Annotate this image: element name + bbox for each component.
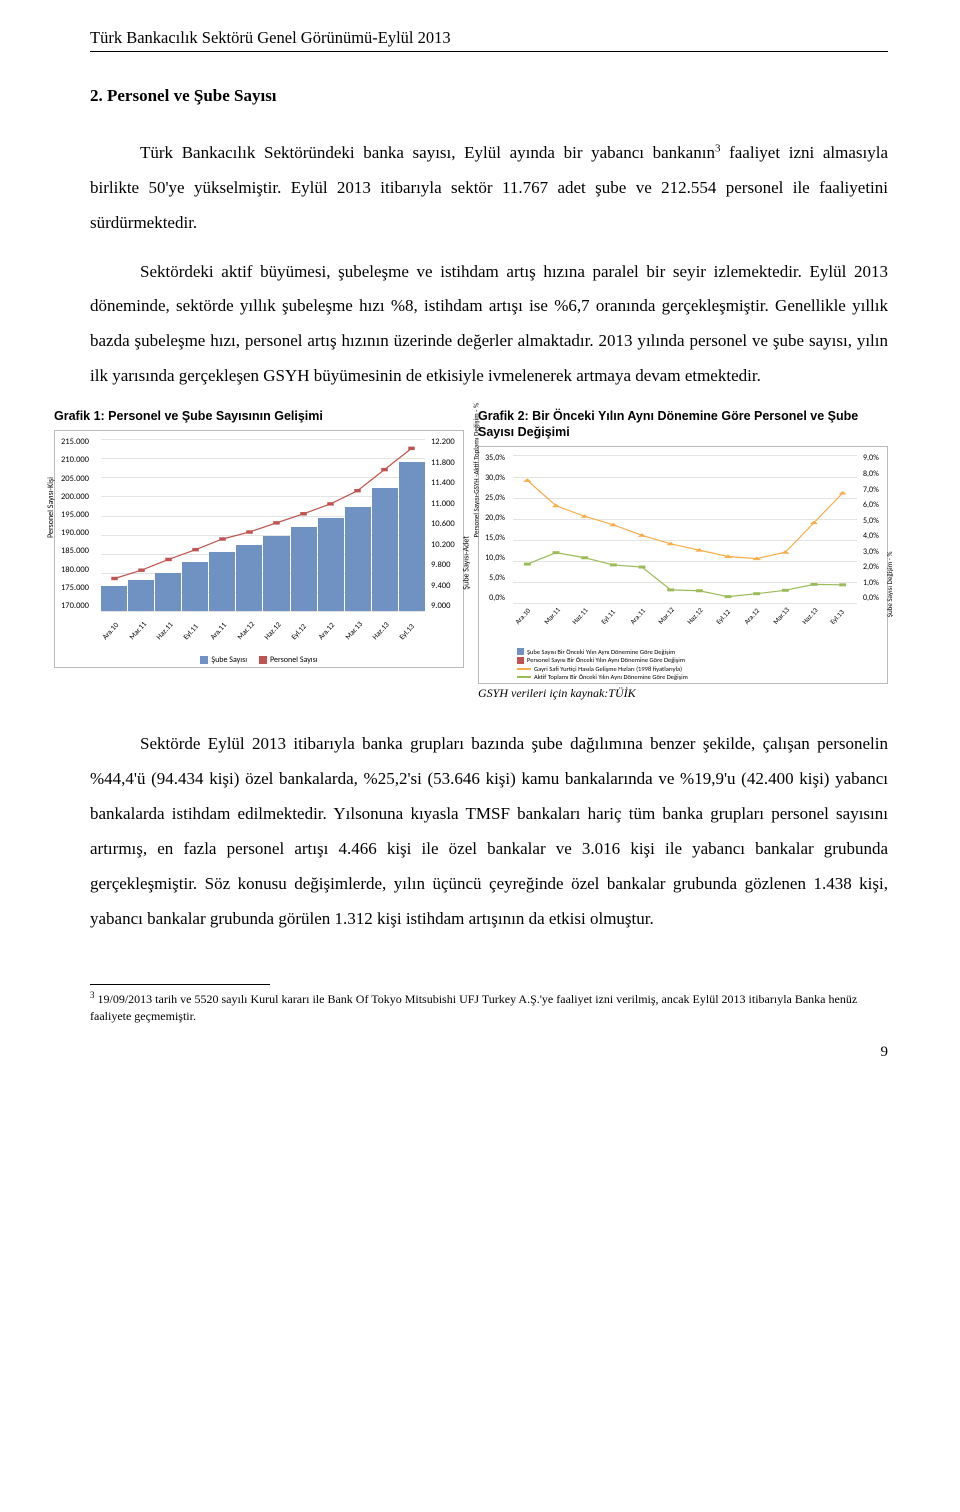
chart2-caption: Grafik 2: Bir Önceki Yılın Aynı Dönemine… <box>478 408 888 441</box>
chart1-ylabel-left: Personel Sayısı-Kişi <box>46 477 56 538</box>
chart2-ylabel-right: Şube Sayısı Değişim - % <box>886 552 895 618</box>
chart1: Personel Sayısı-Kişi Şube Sayısı-Adet 21… <box>54 430 464 668</box>
footnote-rule <box>90 984 270 985</box>
chart1-legend-sube-label: Şube Sayısı <box>211 655 247 665</box>
chart1-legend-personel-label: Personel Sayısı <box>270 655 318 665</box>
chart2: Personel Sayısı-GSYH -Aktif Toplamı Deği… <box>478 446 888 684</box>
paragraph-3: Sektörde Eylül 2013 itibarıyla banka gru… <box>90 727 888 936</box>
footnote-3: 3 19/09/2013 tarih ve 5520 sayılı Kurul … <box>90 989 888 1023</box>
chart2-source: GSYH verileri için kaynak:TÜİK <box>478 686 888 701</box>
chart1-legend-sube: Şube Sayısı <box>200 655 247 665</box>
chart2-column: Grafik 2: Bir Önceki Yılın Aynı Dönemine… <box>478 408 888 702</box>
chart1-legend-personel: Personel Sayısı <box>259 655 318 665</box>
page-number: 9 <box>90 1044 888 1061</box>
page-header: Türk Bankacılık Sektörü Genel Görünümü-E… <box>90 28 888 52</box>
paragraph-2: Sektördeki aktif büyümesi, şubeleşme ve … <box>90 255 888 394</box>
chart1-caption: Grafik 1: Personel ve Şube Sayısının Gel… <box>54 408 464 424</box>
footnote-text: 19/09/2013 tarih ve 5520 sayılı Kurul ka… <box>90 992 857 1022</box>
chart2-ylabel-left: Personel Sayısı-GSYH -Aktif Toplamı Deği… <box>472 403 481 537</box>
chart1-legend: Şube Sayısı Personel Sayısı <box>55 655 463 665</box>
chart2-legend: Şube Sayısı Bir Önceki Yılın Aynı Dönemi… <box>517 648 879 682</box>
para1-a: Türk Bankacılık Sektöründeki banka sayıs… <box>140 143 715 162</box>
charts-row: Grafik 1: Personel ve Şube Sayısının Gel… <box>54 408 888 702</box>
chart1-ylabel-right: Şube Sayısı-Adet <box>462 536 472 590</box>
section-heading: 2. Personel ve Şube Sayısı <box>90 86 888 106</box>
paragraph-1: Türk Bankacılık Sektöründeki banka sayıs… <box>90 136 888 241</box>
chart1-column: Grafik 1: Personel ve Şube Sayısının Gel… <box>54 408 464 702</box>
